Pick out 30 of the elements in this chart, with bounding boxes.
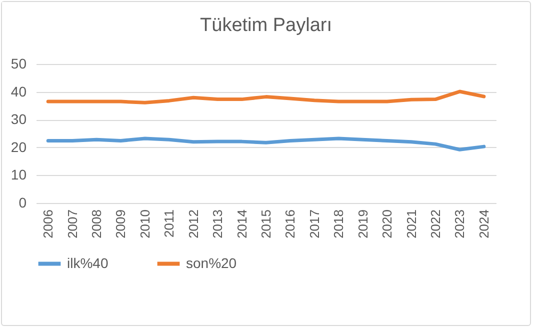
y-tick-label: 20: [10, 138, 27, 155]
x-tick-label: 2014: [234, 210, 250, 238]
x-tick-label: 2020: [380, 210, 395, 238]
x-tick-label: 2018: [331, 210, 346, 238]
y-tick-label: 30: [10, 111, 27, 128]
x-tick-label: 2012: [186, 210, 201, 238]
x-tick-label: 2007: [64, 210, 80, 238]
x-tick-label: 2015: [258, 210, 274, 238]
x-tick-label: 2008: [89, 210, 104, 238]
x-tick-label: 2021: [404, 210, 419, 238]
x-tick-label: 2019: [355, 210, 370, 238]
line-series: [46, 90, 486, 104]
x-tick-label: 2006: [40, 210, 56, 238]
y-tick-label: 40: [10, 83, 27, 100]
x-tick-label: 2011: [162, 210, 177, 238]
line-series: [46, 136, 486, 152]
x-tick-label: 2024: [476, 210, 492, 238]
legend-label: son%20: [186, 254, 237, 271]
y-tick-label: 0: [18, 194, 27, 210]
x-tick-label: 2016: [282, 210, 298, 238]
x-tick-label: 2010: [137, 210, 152, 238]
x-tick-label: 2023: [452, 210, 468, 238]
y-tick-label: 50: [10, 56, 27, 72]
x-tick-label: 2013: [210, 210, 226, 238]
chart-title: Tüketim Payları: [200, 15, 332, 36]
legend-label: ilk%40: [67, 254, 108, 271]
x-tick-label: 2022: [428, 210, 443, 238]
x-tick-label: 2009: [113, 210, 128, 238]
x-tick-label: 2017: [306, 210, 322, 238]
y-tick-label: 10: [10, 166, 27, 183]
